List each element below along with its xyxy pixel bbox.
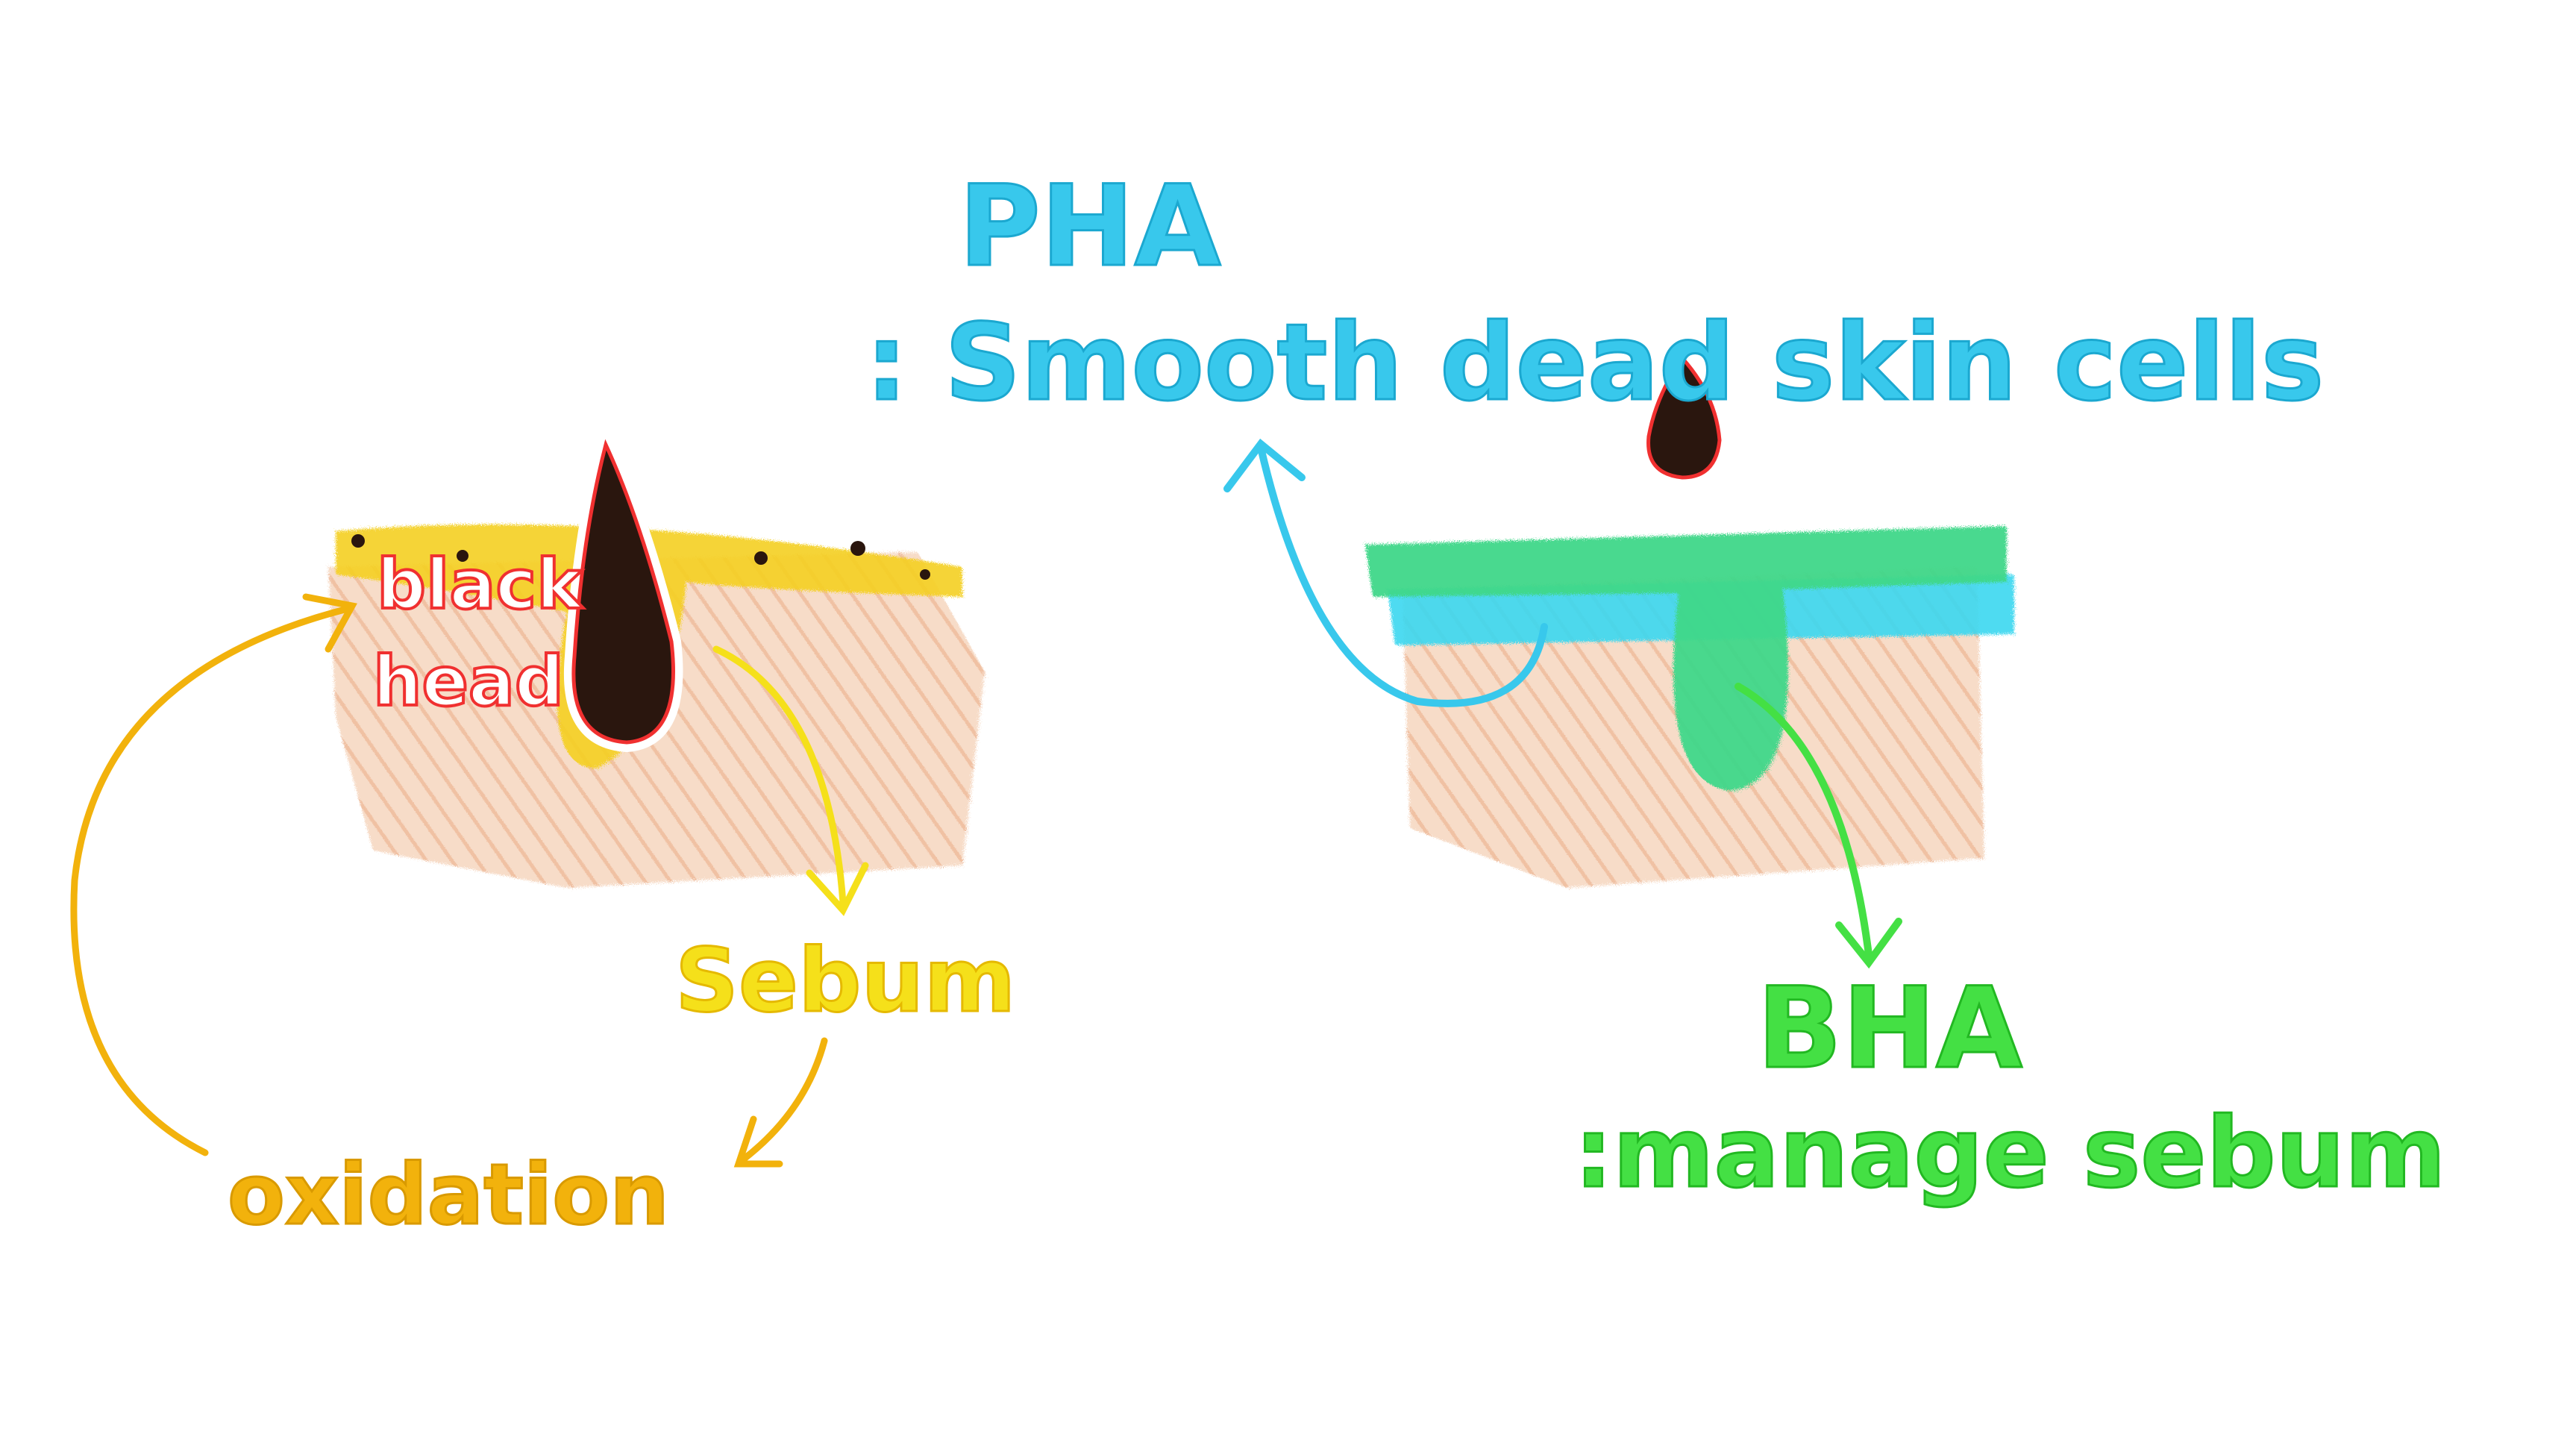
bha-description: :manage sebum xyxy=(1574,1096,2446,1209)
sebum-label: Sebum xyxy=(675,929,1015,1032)
blackhead-label-line2: head xyxy=(373,642,564,721)
bha-green-layer xyxy=(1365,526,2007,791)
arrow-oxidation-to-blackhead xyxy=(70,593,357,1156)
oxidation-label: oxidation xyxy=(228,1147,669,1244)
pha-description: : Smooth dead skin cells xyxy=(865,301,2324,425)
right-skin-illustration xyxy=(1365,350,2014,888)
sebum-dots xyxy=(351,534,930,580)
blackhead-label-line1: black xyxy=(377,545,583,624)
blackhead-label: black head xyxy=(372,543,585,723)
arrow-skin-to-pha xyxy=(1223,438,1548,707)
left-skin-illustration xyxy=(328,435,985,888)
arrow-pore-to-bha xyxy=(1734,683,1902,969)
bha-title: BHA xyxy=(1757,964,2022,1094)
arrow-sebum-to-oxidation xyxy=(733,1037,828,1168)
arrow-blackhead-to-sebum xyxy=(712,645,869,916)
pha-title: PHA xyxy=(959,162,1221,292)
